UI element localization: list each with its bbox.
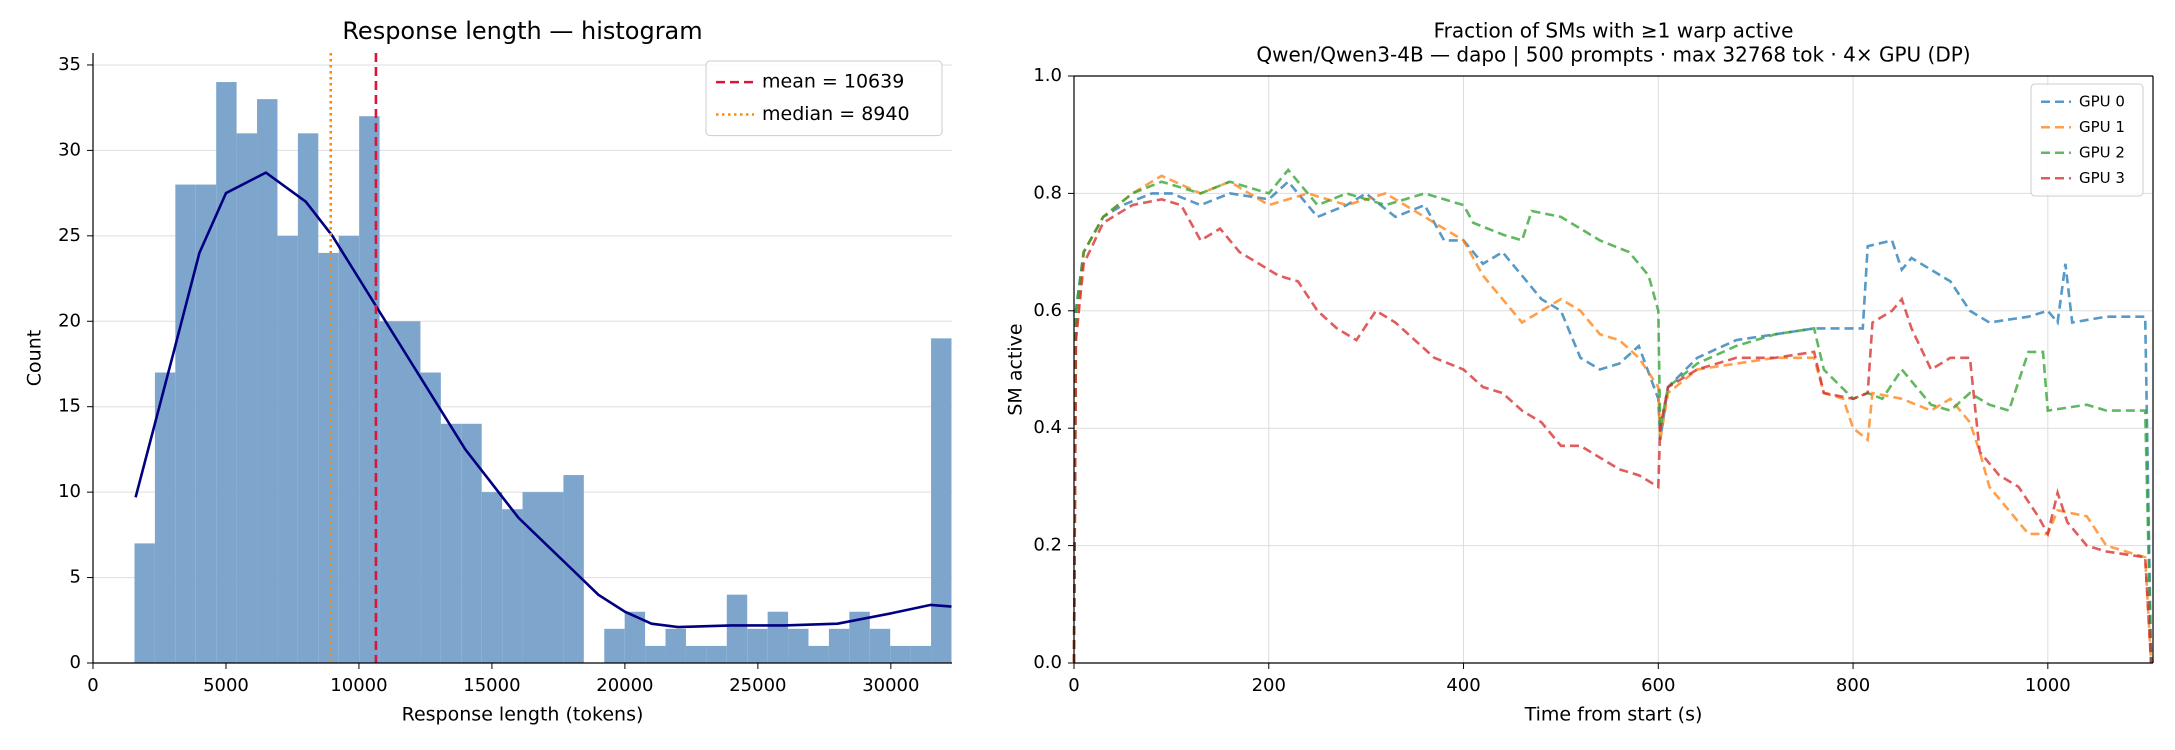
histogram-bar — [297, 133, 319, 664]
histogram-bar — [359, 116, 380, 663]
histogram-bar — [277, 235, 298, 663]
x-tick-label: 5000 — [203, 675, 249, 696]
y-tick-label: 0.4 — [1033, 417, 1062, 438]
y-tick-label: 0.0 — [1033, 652, 1062, 673]
histogram-bar — [175, 184, 196, 663]
histogram-bar — [747, 628, 768, 663]
y-tick-label: 5 — [70, 567, 81, 588]
histogram-bar — [481, 492, 503, 663]
y-axis-label: Count — [24, 330, 46, 386]
chart-subtitle: Qwen/Qwen3-4B — dapo | 500 prompts · max… — [1256, 43, 1970, 67]
y-tick-label: 30 — [58, 139, 81, 160]
histogram-bar — [890, 645, 911, 663]
x-tick-label: 800 — [1836, 675, 1870, 696]
legend-label: GPU 3 — [2079, 169, 2125, 187]
y-tick-label: 35 — [58, 54, 81, 75]
y-tick-label: 20 — [58, 310, 81, 331]
histogram-bar — [318, 252, 339, 664]
histogram-bar — [624, 611, 646, 663]
y-tick-label: 0.8 — [1033, 182, 1062, 203]
x-tick-label: 400 — [1446, 675, 1480, 696]
histogram-bar — [400, 321, 421, 663]
histogram-bar — [379, 321, 401, 663]
legend-label: GPU 2 — [2079, 143, 2125, 161]
histogram-bar — [420, 372, 441, 663]
histogram-bar — [604, 628, 625, 663]
x-tick-label: 10000 — [330, 675, 387, 696]
histogram-bar — [440, 423, 462, 663]
series-line — [1072, 167, 2153, 664]
histogram-bar — [665, 628, 686, 663]
histogram-bar — [849, 611, 870, 663]
legend-box — [705, 60, 943, 137]
legend-label: median = 8940 — [762, 103, 910, 125]
y-tick-label: 1.0 — [1033, 65, 1062, 86]
histogram-bar — [726, 594, 748, 663]
series-line — [1072, 179, 2153, 664]
histogram-bar — [154, 372, 176, 663]
x-tick-label: 0 — [87, 675, 98, 696]
chart-title: Response length — histogram — [342, 17, 702, 45]
legend-label: GPU 0 — [2079, 92, 2125, 110]
histogram-bar — [236, 133, 258, 664]
histogram-bar — [338, 235, 360, 663]
y-tick-label: 0 — [70, 652, 81, 673]
y-tick-label: 0.2 — [1033, 535, 1062, 556]
histogram-bar — [563, 475, 584, 663]
histogram-bar — [502, 509, 523, 663]
kde-line — [134, 171, 952, 629]
series-line — [1072, 197, 2153, 664]
x-tick-label: 200 — [1252, 675, 1286, 696]
x-tick-label: 25000 — [729, 675, 786, 696]
x-tick-label: 600 — [1641, 675, 1675, 696]
y-tick-label: 0.6 — [1033, 300, 1062, 321]
x-tick-label: 20000 — [596, 675, 653, 696]
histogram-bar — [931, 338, 952, 663]
histogram-bar — [910, 645, 932, 663]
y-tick-label: 15 — [58, 396, 81, 417]
x-axis-label: Time from start (s) — [1524, 704, 1703, 726]
histogram-bar — [461, 423, 482, 663]
histogram-bar — [706, 645, 727, 663]
chart-title: Fraction of SMs with ≥1 warp active — [1434, 19, 1794, 43]
histogram-bar — [542, 492, 564, 663]
x-tick-label: 15000 — [463, 675, 520, 696]
x-tick-label: 30000 — [862, 675, 919, 696]
histogram-bar — [257, 99, 278, 663]
legend-label: mean = 10639 — [762, 71, 904, 93]
histogram-bar — [216, 82, 237, 664]
y-tick-label: 10 — [58, 481, 81, 502]
histogram-bar — [685, 645, 707, 663]
histogram-bar — [522, 492, 543, 663]
legend-label: GPU 1 — [2079, 118, 2125, 136]
histogram-bar — [645, 645, 666, 663]
histogram-bar — [134, 543, 155, 663]
y-axis-label: SM active — [1005, 323, 1027, 415]
histogram-bar — [195, 184, 217, 663]
histogram-bar — [788, 628, 809, 663]
legend-box — [2030, 83, 2144, 197]
x-tick-label: 1000 — [2025, 675, 2071, 696]
histogram-bar — [869, 628, 891, 663]
y-tick-label: 25 — [58, 225, 81, 246]
histogram-bar — [808, 645, 829, 663]
x-tick-label: 0 — [1068, 675, 1079, 696]
x-axis-label: Response length (tokens) — [402, 704, 644, 726]
histogram-bar — [828, 628, 850, 663]
histogram-bar — [767, 611, 789, 663]
